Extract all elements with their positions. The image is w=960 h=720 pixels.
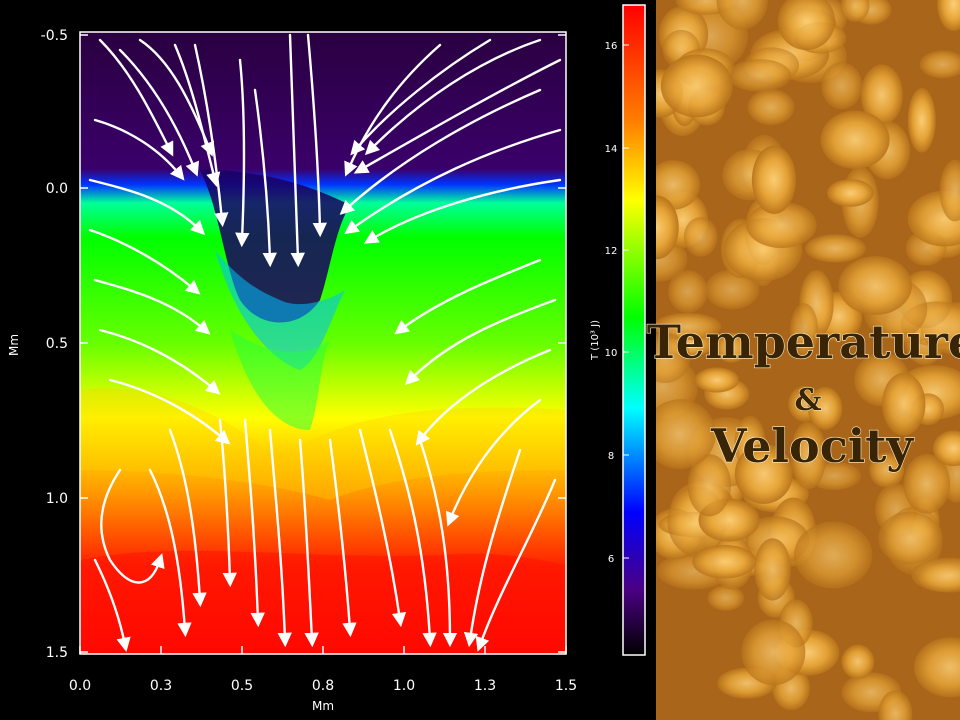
granule-cell <box>704 269 760 310</box>
y-axis-label: Mm <box>7 334 21 356</box>
granule-cell <box>793 521 873 589</box>
granule-cell <box>878 511 942 565</box>
granule-cell <box>754 538 791 601</box>
x-tick-label: 1.5 <box>555 678 577 694</box>
granule-cell <box>919 50 960 79</box>
title-ampersand: & <box>794 383 821 418</box>
x-tick-label: 0.3 <box>150 678 172 694</box>
colorbar <box>622 4 646 656</box>
granule-cell <box>826 179 874 207</box>
granule-cell <box>727 59 792 92</box>
x-tick-label: 0.0 <box>69 678 91 694</box>
granule-cell <box>683 217 718 257</box>
colorbar-label: T (10³ J) <box>590 320 601 361</box>
colorbar-tick-label: 12 <box>605 246 618 257</box>
x-tick-label: 1.0 <box>393 678 415 694</box>
colorbar-ticks <box>623 44 629 559</box>
granule-cell <box>805 234 866 263</box>
granule-cell <box>882 372 926 436</box>
granule-cell <box>790 421 827 490</box>
granule-cell <box>668 270 708 313</box>
granule-cell <box>820 110 890 169</box>
granule-cell <box>860 64 903 126</box>
granule-cell <box>692 544 757 579</box>
y-tick-label: -0.5 <box>41 28 68 44</box>
x-axis-label: Mm <box>312 699 334 713</box>
granule-cell <box>933 430 960 467</box>
granule-cell <box>939 159 960 222</box>
granule-cell <box>903 454 951 514</box>
granule-cell <box>656 160 701 210</box>
granule-cell <box>656 332 691 383</box>
granule-cell <box>716 0 768 30</box>
granule-cell <box>746 201 817 248</box>
granule-cell <box>660 54 733 118</box>
granule-cell <box>914 637 960 698</box>
granule-cell <box>937 0 960 31</box>
x-tick-label: 0.5 <box>231 678 253 694</box>
granule-cell <box>777 0 836 51</box>
y-tick-label: 0.0 <box>46 181 68 197</box>
colorbar-tick-label: 6 <box>608 554 614 565</box>
granule-cell <box>878 690 913 720</box>
colorbar-tick-label: 16 <box>605 41 618 52</box>
colorbar-tick-label: 8 <box>608 451 614 462</box>
granule-cell <box>838 256 912 315</box>
granule-cell <box>656 195 679 260</box>
granule-cell <box>911 557 960 593</box>
y-tick-label: 1.5 <box>46 645 68 661</box>
granule-cell <box>694 367 740 393</box>
granule-cell <box>707 585 745 611</box>
granule-cell <box>751 145 797 214</box>
solar-granulation-image <box>656 0 960 720</box>
x-tick-label: 1.3 <box>474 678 496 694</box>
temperature-field <box>80 32 566 654</box>
granule-cell <box>656 399 716 470</box>
y-tick-label: 1.0 <box>46 491 68 507</box>
velocity-streamlines <box>88 33 562 653</box>
granule-cell <box>715 332 748 363</box>
granule-cell <box>687 454 732 517</box>
y-tick-label: 0.5 <box>46 336 68 352</box>
granule-cell <box>734 443 793 504</box>
colorbar-tick-label: 14 <box>605 144 618 155</box>
granule-cell <box>747 89 795 126</box>
granule-cell <box>869 452 905 488</box>
granule-cell <box>907 88 936 153</box>
granule-cell <box>840 0 870 22</box>
granule-cell <box>790 303 819 358</box>
granule-cell <box>841 644 875 679</box>
title-temperature: Temperature <box>647 315 960 369</box>
granule-cell <box>656 312 722 341</box>
x-tick-label: 0.8 <box>312 678 334 694</box>
colorbar-tick-label: 10 <box>605 348 618 359</box>
y-axis <box>80 34 566 653</box>
granule-cell <box>741 619 806 686</box>
granule-cell <box>807 386 843 430</box>
title-velocity: Velocity <box>710 419 915 473</box>
granule-cell <box>821 62 863 110</box>
